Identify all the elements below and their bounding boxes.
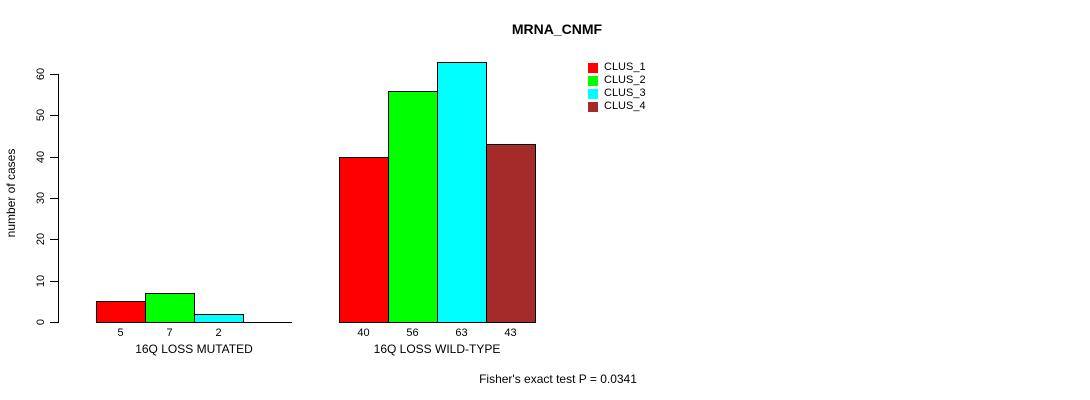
legend-item-label: CLUS_3 (604, 87, 646, 99)
bar-value-label: 56 (406, 327, 419, 339)
y-axis-tick-label: 50 (35, 109, 47, 122)
y-axis-tick (50, 74, 58, 75)
chart-title: MRNA_CNMF (511, 21, 603, 37)
bar-clus_1 (339, 157, 389, 323)
y-axis-line (58, 74, 59, 323)
legend-item-label: CLUS_4 (604, 100, 646, 112)
annotation-text: Fisher's exact test P = 0.0341 (479, 372, 637, 386)
y-axis-label: number of cases (4, 148, 18, 238)
bar-clus_2 (388, 91, 438, 323)
y-axis-tick (50, 198, 58, 199)
y-axis-tick (50, 239, 58, 241)
bar-clus_1 (96, 301, 146, 323)
group-label: 16Q LOSS WILD-TYPE (373, 342, 501, 356)
bar-value-label: 2 (215, 327, 222, 339)
y-axis-tick-label: 20 (35, 233, 47, 246)
legend-swatch (588, 102, 598, 112)
bar-clus_3 (437, 62, 487, 323)
bar-value-label: 63 (455, 327, 468, 339)
bar-value-label: 43 (504, 327, 517, 339)
bar-value-label: 7 (166, 327, 173, 339)
group-label: 16Q LOSS MUTATED (135, 342, 253, 356)
y-axis-tick-label: 60 (35, 67, 47, 81)
bar-value-label: 40 (357, 327, 370, 339)
y-axis-tick-label: 30 (35, 191, 47, 205)
legend-swatch (588, 89, 598, 99)
y-axis-tick (50, 280, 58, 282)
y-axis-tick (50, 322, 58, 323)
legend-item-label: CLUS_1 (604, 61, 646, 73)
bar-clus_2 (145, 293, 195, 323)
legend-swatch (588, 76, 598, 86)
y-axis-tick (50, 156, 58, 158)
legend-swatch (588, 63, 598, 73)
bar-value-label: 5 (117, 327, 124, 339)
y-axis-tick-label: 40 (35, 150, 47, 163)
y-axis-tick-label: 10 (35, 274, 47, 287)
y-axis-tick-label: 0 (35, 318, 47, 326)
y-axis-tick (50, 115, 58, 117)
legend-item-label: CLUS_2 (604, 74, 646, 86)
bar-clus_4 (486, 144, 536, 323)
bar-clus_3 (194, 314, 244, 323)
